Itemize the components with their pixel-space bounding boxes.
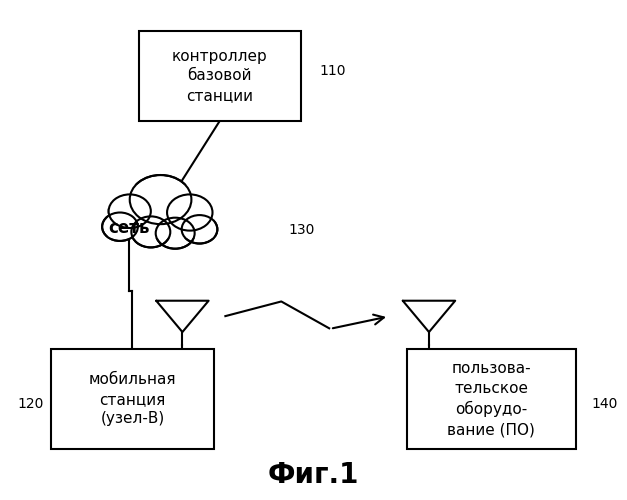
Text: сеть: сеть: [108, 218, 150, 236]
Text: 130: 130: [288, 223, 315, 237]
Text: пользова-
тельское
оборудо-
вание (ПО): пользова- тельское оборудо- вание (ПО): [448, 361, 535, 437]
Text: 120: 120: [17, 397, 43, 411]
FancyBboxPatch shape: [407, 350, 576, 449]
FancyBboxPatch shape: [139, 31, 301, 120]
Text: мобильная
станция
(узел-В): мобильная станция (узел-В): [89, 372, 176, 426]
Text: контроллер
базовой
станции: контроллер базовой станции: [172, 48, 268, 104]
Text: 140: 140: [591, 397, 618, 411]
Circle shape: [167, 194, 213, 230]
FancyBboxPatch shape: [51, 350, 214, 449]
Circle shape: [155, 218, 194, 248]
Circle shape: [108, 194, 151, 228]
Circle shape: [130, 175, 191, 224]
Text: 110: 110: [320, 64, 346, 78]
Circle shape: [131, 216, 171, 248]
Circle shape: [102, 212, 138, 241]
Circle shape: [182, 215, 218, 244]
Text: Фиг.1: Фиг.1: [268, 460, 359, 488]
